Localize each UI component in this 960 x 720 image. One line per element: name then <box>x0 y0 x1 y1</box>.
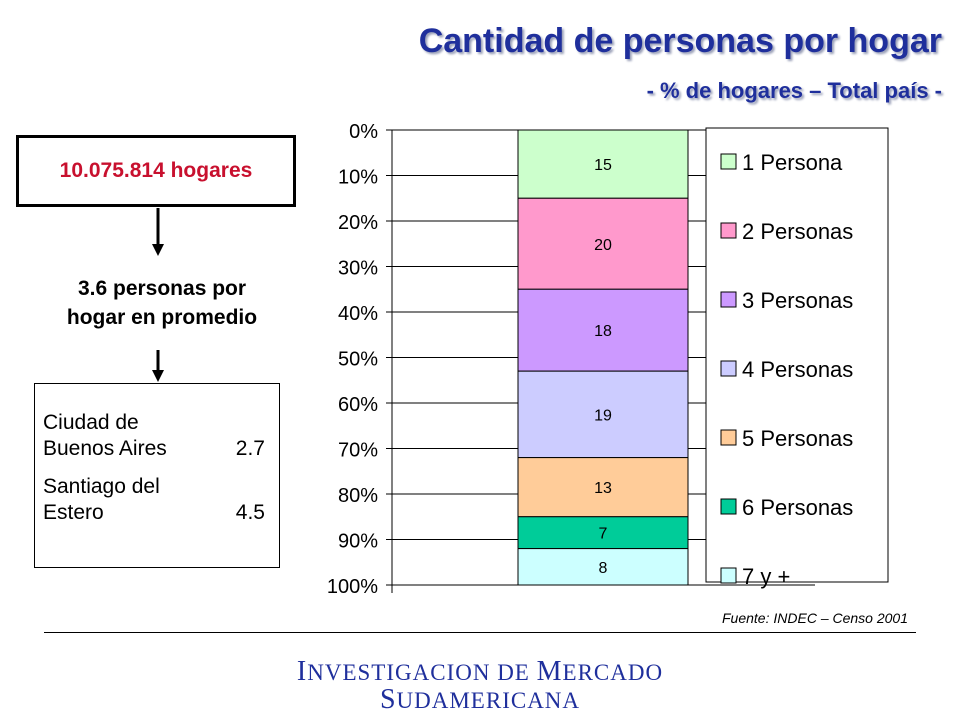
bar-segment <box>517 548 689 586</box>
city-1-line-2: Buenos Aires <box>43 437 167 460</box>
bar-data-label: 7 <box>599 526 608 543</box>
footer-divider <box>44 632 916 633</box>
y-tick-label: 90% <box>338 531 378 553</box>
average-persons-text: 3.6 personas por hogar en promedio <box>22 274 302 332</box>
legend-swatch <box>720 360 737 377</box>
total-households-label: 10.075.814 hogares <box>59 159 253 182</box>
average-line-1: 3.6 personas por <box>77 277 247 300</box>
y-tick-label: 30% <box>338 258 378 280</box>
y-tick-label: 10% <box>338 167 378 189</box>
bar-segment <box>517 288 689 372</box>
legend-label: 3 Personas <box>742 288 853 313</box>
legend-label: 4 Personas <box>742 357 853 382</box>
bar-data-label: 15 <box>594 157 612 174</box>
footer-initial-i: I <box>296 656 308 687</box>
city-2-line-1: Santiago del <box>43 475 160 498</box>
city-1-value: 2.7 <box>235 437 265 460</box>
chart-subtitle: - % de hogares – Total país - <box>646 78 942 103</box>
legend-layer: 1 Persona 2 Personas 3 Personas 4 Personas 5… <box>705 127 889 589</box>
y-tick-label: 50% <box>338 349 378 371</box>
cities-box: Ciudad de Buenos Aires 2.7 Santiago del … <box>34 383 280 568</box>
axis-layer: 0% 10% 20% 30% 40% 50% 60% 70% 80% 90% 100% <box>327 121 393 598</box>
legend-label: 1 Persona <box>742 150 843 175</box>
footer-line-1: INVESTIGACION DE MERCADO <box>0 656 960 688</box>
y-tick-label: 40% <box>338 303 378 325</box>
y-tick-label: 60% <box>338 394 378 416</box>
bar-data-label: 8 <box>599 560 608 577</box>
legend-label: 5 Personas <box>742 426 853 451</box>
footer-text-2: ERCADO <box>562 660 664 685</box>
bar-segment <box>517 197 689 290</box>
bar-data-label: 18 <box>594 323 612 340</box>
footer-initial-s: S <box>379 684 397 715</box>
average-line-2: hogar en promedio <box>66 306 258 329</box>
legend-swatch <box>720 153 737 170</box>
legend-swatch <box>720 498 737 515</box>
bar-segment <box>517 370 689 459</box>
legend-label: 2 Personas <box>742 219 853 244</box>
city-2-line-2: Estero <box>43 501 104 524</box>
legend-swatch <box>720 567 737 584</box>
y-tick-label: 70% <box>338 440 378 462</box>
bar-data-label: 20 <box>594 237 612 254</box>
y-tick-label: 0% <box>349 121 378 143</box>
y-tick-label: 80% <box>338 485 378 507</box>
bar-segment <box>517 516 689 550</box>
footer-text-1: NVESTIGACION DE <box>307 660 537 685</box>
y-tick-label: 100% <box>327 576 378 598</box>
source-note: Fuente: INDEC – Censo 2001 <box>722 610 908 626</box>
legend-swatch <box>720 429 737 446</box>
footer-line-2: SUDAMERICANA <box>0 684 960 716</box>
bar-segment <box>517 457 689 518</box>
total-households-box: 10.075.814 hogares <box>16 135 296 207</box>
bar-segment <box>517 129 689 199</box>
y-tick-label: 20% <box>338 212 378 234</box>
legend-swatch <box>720 291 737 308</box>
city-2-value: 4.5 <box>235 501 265 524</box>
legend-label: 6 Personas <box>742 495 853 520</box>
chart-title: Cantidad de personas por hogar <box>418 22 942 60</box>
footer-initial-m: M <box>536 656 563 687</box>
bar-data-label: 19 <box>594 407 612 424</box>
city-1-line-1: Ciudad de <box>43 411 139 434</box>
footer-text-3: UDAMERICANA <box>396 688 581 713</box>
legend-label: 7 y + <box>742 564 790 589</box>
bar-data-label: 13 <box>594 480 612 497</box>
legend-swatch <box>720 222 737 239</box>
bar-layer: 15 20 18 19 13 7 8 <box>517 129 689 586</box>
